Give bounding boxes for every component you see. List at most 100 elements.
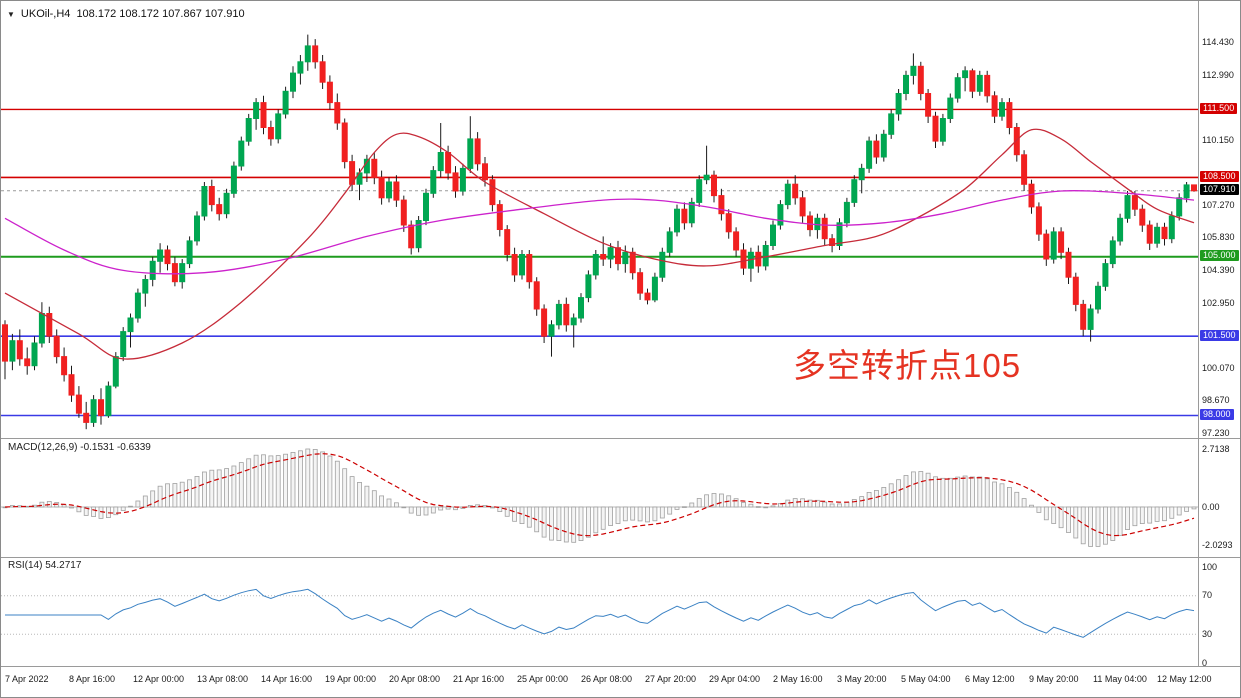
candle-body (400, 199, 407, 226)
macd-histogram-bar (866, 491, 872, 508)
macd-histogram-bar (682, 506, 687, 508)
macd-histogram-bar (231, 465, 237, 508)
macd-histogram-bar (1095, 506, 1101, 547)
macd-histogram-bar (622, 506, 628, 522)
ma-slow-magenta-line[interactable] (4, 190, 1195, 275)
rsi-tick-label: 100 (1202, 561, 1218, 572)
price-tick-label: 114.430 (1202, 37, 1234, 48)
candle-body (83, 412, 90, 423)
macd-histogram-bar (268, 455, 274, 508)
candle-body (799, 197, 806, 217)
macd-histogram-bar (615, 506, 621, 524)
horizontal-level-lines[interactable] (1, 108, 1198, 417)
ma-fast-red-line[interactable] (4, 128, 1195, 360)
rsi-line (5, 588, 1195, 638)
candle-body (267, 127, 274, 140)
current-price-label: 107.910 (1200, 184, 1239, 196)
candle-body (991, 95, 998, 117)
macd-histogram-bar (1169, 506, 1175, 519)
macd-indicator-label: MACD(12,26,9) -0.1531 -0.6339 (8, 442, 151, 453)
candle-body (770, 224, 776, 247)
price-tick-label: 110.150 (1202, 134, 1234, 145)
macd-histogram-bar (194, 475, 200, 508)
macd-histogram-bar (519, 506, 525, 525)
price-tick-label: 98.670 (1202, 394, 1230, 405)
candle-body (223, 192, 230, 215)
macd-histogram-bar (1139, 506, 1145, 525)
rsi-name: RSI(14) (8, 560, 43, 571)
macd-histogram-bar (578, 506, 584, 541)
price-axis[interactable]: 114.430 112.990 110.150 107.270 105.830 104.3… (1198, 1, 1240, 668)
macd-histogram-bar (696, 498, 702, 508)
candle-body (98, 399, 104, 417)
candle-body (1102, 263, 1109, 287)
candle-body (496, 204, 503, 231)
time-axis[interactable]: 7 Apr 2022 8 Apr 16:00 12 Apr 00:00 13 Apr … (1, 666, 1240, 697)
macd-histogram-bar (305, 448, 311, 508)
time-tick-label: 2 May 16:00 (773, 674, 823, 684)
macd-histogram-bar (327, 455, 333, 508)
macd-histogram-bar (135, 500, 141, 508)
moving-average-lines (4, 128, 1195, 360)
time-tick-label: 20 Apr 08:00 (389, 674, 441, 684)
candle-body (1050, 231, 1057, 260)
macd-histogram-bar (216, 469, 222, 508)
candle-body (578, 297, 584, 319)
candle-body (674, 208, 680, 233)
price-tick-label: 97.230 (1202, 427, 1230, 438)
macd-histogram-bar (815, 499, 820, 508)
candle-body (984, 74, 991, 97)
candle-body (585, 274, 592, 299)
candle-body (304, 45, 311, 63)
rsi-tick-label: 30 (1202, 628, 1213, 639)
candle-body (24, 358, 31, 367)
candle-body (807, 215, 813, 231)
candle-body (1065, 251, 1072, 278)
macd-histogram-bar (955, 476, 961, 508)
candle-body (1139, 208, 1146, 226)
macd-histogram-bar (1029, 504, 1034, 508)
macd-histogram-bar (748, 503, 754, 508)
candle-body (186, 240, 193, 265)
candle-body (659, 251, 666, 278)
macd-histogram-bar (689, 502, 695, 508)
candle-body (880, 133, 887, 158)
chart-text-annotation[interactable]: 多空转折点105 (793, 347, 1022, 384)
macd-tick-label: 0.00 (1202, 501, 1220, 512)
candle-body (555, 303, 562, 326)
macd-histogram-bar (1125, 506, 1130, 531)
candle-body (858, 167, 865, 181)
macd-histogram-bar (504, 506, 510, 517)
candle-body (482, 163, 488, 181)
macd-histogram-bar (364, 485, 370, 508)
macd-histogram-bar (888, 483, 894, 508)
macd-histogram-bar (39, 501, 45, 508)
candle-body (821, 217, 828, 240)
candle-body (711, 174, 717, 197)
candle-body (378, 176, 385, 199)
candle-body (688, 201, 695, 224)
macd-histogram-bar (770, 505, 776, 508)
rsi-tick-label: 70 (1202, 590, 1213, 601)
macd-histogram-bar (297, 450, 303, 508)
macd-histogram-bar (1191, 506, 1197, 510)
candle-body (31, 342, 38, 367)
candle-body (312, 45, 319, 63)
candle-body (1183, 184, 1190, 199)
candle-body (910, 65, 917, 76)
candle-body (415, 220, 422, 249)
candle-body (430, 170, 437, 194)
symbol-dropdown-icon[interactable]: ▼ (7, 9, 15, 19)
macd-histogram-bar (962, 475, 968, 508)
macd-histogram-bar (593, 506, 599, 534)
macd-histogram-bar (940, 477, 946, 508)
candle-body (762, 245, 769, 267)
macd-histogram-bar (881, 486, 887, 508)
macd-histogram-bar (600, 506, 606, 530)
candle-body (408, 224, 415, 249)
price-tick-label: 112.990 (1202, 70, 1234, 81)
macd-histogram-bar (741, 501, 746, 508)
candle-body (1161, 226, 1168, 240)
